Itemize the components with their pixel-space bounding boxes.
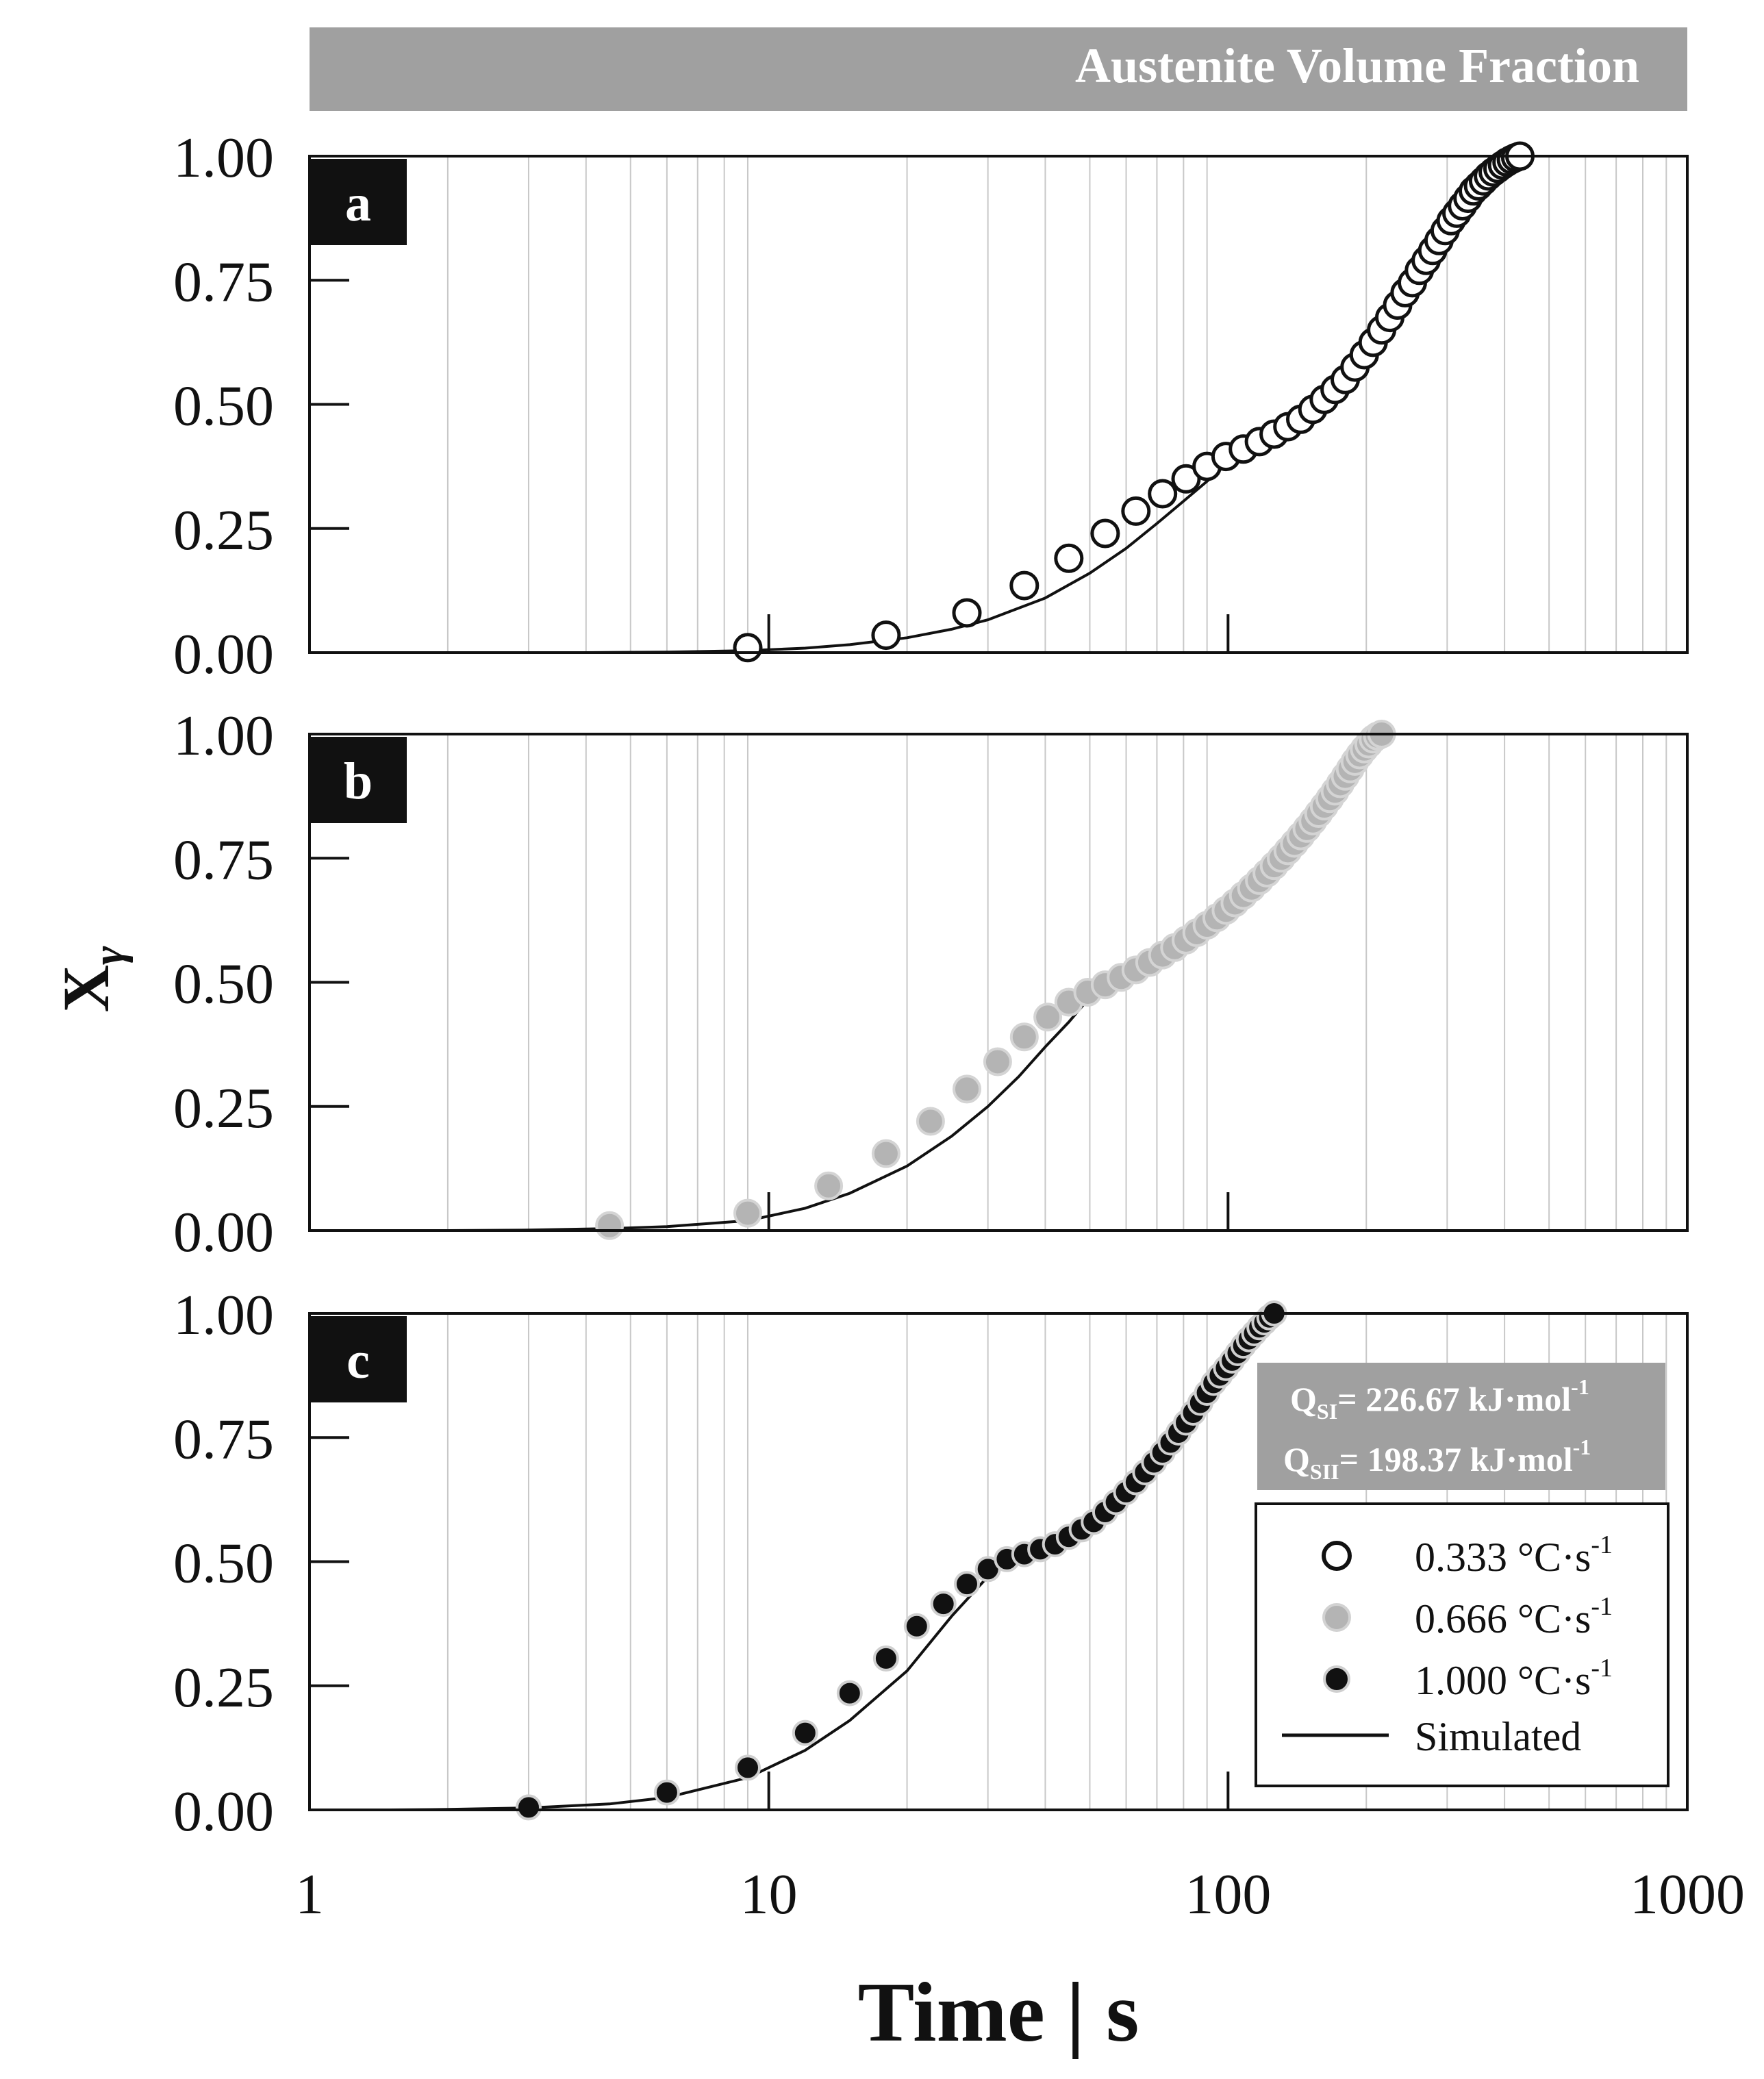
x-axis-title: Time | s (858, 1965, 1139, 2059)
qsi-superscript: -1 (1571, 1374, 1589, 1399)
qsi-value: = 226.67 kJ·mol (1337, 1380, 1571, 1418)
y-axis-title-main: X (49, 965, 123, 1012)
qsii-subscript: SII (1310, 1459, 1339, 1484)
data-point-c (954, 1571, 980, 1598)
legend-item-0666: 0.666 °C·s-1 (1415, 1592, 1613, 1641)
y-tick-label: 0.25 (173, 1076, 274, 1140)
data-point-b (916, 1107, 945, 1136)
panel-label-b: b (344, 753, 373, 810)
data-point-b (595, 1211, 625, 1240)
data-point-a (871, 620, 901, 651)
legend-sup-0666: -1 (1591, 1592, 1613, 1621)
y-tick-label: 0.50 (173, 375, 274, 438)
x-tick-label: 10 (740, 1863, 798, 1926)
legend-item-0333: 0.333 °C·s-1 (1415, 1530, 1613, 1580)
y-tick-label: 0.00 (173, 1200, 274, 1264)
data-point-a (1171, 464, 1201, 494)
data-point-b (983, 1047, 1012, 1076)
y-tick-label: 0.75 (173, 1407, 274, 1471)
panel-label-a: a (345, 175, 371, 232)
activation-energy-sii: QSII= 198.37 kJ·mol-1 (1283, 1435, 1591, 1484)
panel-label-box-c (310, 1316, 407, 1402)
y-axis-title-sub: γ (84, 946, 134, 965)
y-tick-label: 0.75 (173, 828, 274, 892)
data-points (516, 141, 1535, 1821)
x-tick-label: 1 (295, 1863, 324, 1926)
qsii-superscript: -1 (1573, 1435, 1591, 1459)
x-tick-label: 100 (1185, 1863, 1271, 1926)
legend-label-0666: 0.666 °C·s (1415, 1596, 1591, 1641)
data-point-c (930, 1591, 957, 1617)
y-tick-label: 1.00 (173, 126, 274, 190)
y-tick-label: 1.00 (173, 1283, 274, 1347)
tick-labels: 0.00 0.25 0.50 0.75 1.00 0.00 0.25 0.50 0.75 1.00… (173, 126, 1745, 1926)
data-point-c (516, 1794, 542, 1821)
data-point-c (836, 1680, 863, 1706)
title-banner (310, 27, 1687, 111)
data-point-a (733, 633, 763, 663)
data-point-c (872, 1645, 899, 1672)
panel-label-c: c (346, 1332, 370, 1389)
y-tick-label: 1.00 (173, 704, 274, 768)
data-point-b (871, 1139, 900, 1168)
panel-label-box-b (310, 737, 407, 823)
legend-label-simulated: Simulated (1415, 1714, 1581, 1759)
y-tick-label: 0.50 (173, 1532, 274, 1596)
data-point-b (814, 1171, 844, 1200)
activation-energy-box: QSI= 226.67 kJ·mol-1 QSII= 198.37 kJ·mol… (1257, 1363, 1665, 1490)
y-tick-label: 0.75 (173, 250, 274, 314)
qsii-value: = 198.37 kJ·mol (1339, 1440, 1573, 1478)
panel-label-box-a (310, 159, 407, 245)
data-point-a (1121, 496, 1151, 526)
data-point-a (1009, 570, 1040, 601)
data-point-a (1054, 543, 1084, 573)
y-tick-label: 0.00 (173, 622, 274, 686)
data-point-b (733, 1198, 762, 1228)
x-tick-label: 1000 (1630, 1863, 1745, 1926)
qsi-symbol: Q (1290, 1380, 1317, 1418)
data-point-c (735, 1754, 761, 1781)
qsi-subscript: SI (1317, 1399, 1337, 1424)
legend-label-0333: 0.333 °C·s (1415, 1535, 1591, 1580)
data-point-a (1148, 479, 1178, 509)
activation-energy-background (1257, 1363, 1665, 1490)
legend-sup-1000: -1 (1591, 1654, 1613, 1683)
data-point-b (953, 1074, 981, 1104)
legend-sup-0333: -1 (1591, 1530, 1613, 1559)
data-point-c (792, 1719, 818, 1746)
data-point-b (1033, 1003, 1063, 1032)
legend: 0.333 °C·s-1 0.666 °C·s-1 1.000 °C·s-1 S… (1255, 1502, 1670, 1787)
y-tick-label: 0.00 (173, 1780, 274, 1843)
y-tick-label: 0.50 (173, 953, 274, 1016)
qsii-symbol: Q (1283, 1440, 1310, 1478)
data-point-c (903, 1613, 930, 1639)
figure-title: Austenite Volume Fraction (1075, 38, 1639, 93)
legend-open-circle-icon (1322, 1541, 1352, 1571)
legend-gray-circle-icon (1322, 1603, 1351, 1632)
legend-black-circle-icon (1323, 1665, 1350, 1693)
y-axis-title: Xγ (49, 946, 134, 1012)
panel-frames: a b c (308, 155, 1689, 1811)
data-point-b (1009, 1022, 1039, 1052)
data-point-a (1090, 518, 1120, 549)
activation-energy-si: QSI= 226.67 kJ·mol-1 (1290, 1374, 1589, 1424)
y-tick-label: 0.25 (173, 499, 274, 562)
legend-item-1000: 1.000 °C·s-1 (1415, 1654, 1613, 1703)
data-point-a (952, 598, 982, 628)
legend-label-1000: 1.000 °C·s (1415, 1658, 1591, 1703)
data-point-c (653, 1779, 680, 1806)
y-tick-label: 0.25 (173, 1656, 274, 1719)
